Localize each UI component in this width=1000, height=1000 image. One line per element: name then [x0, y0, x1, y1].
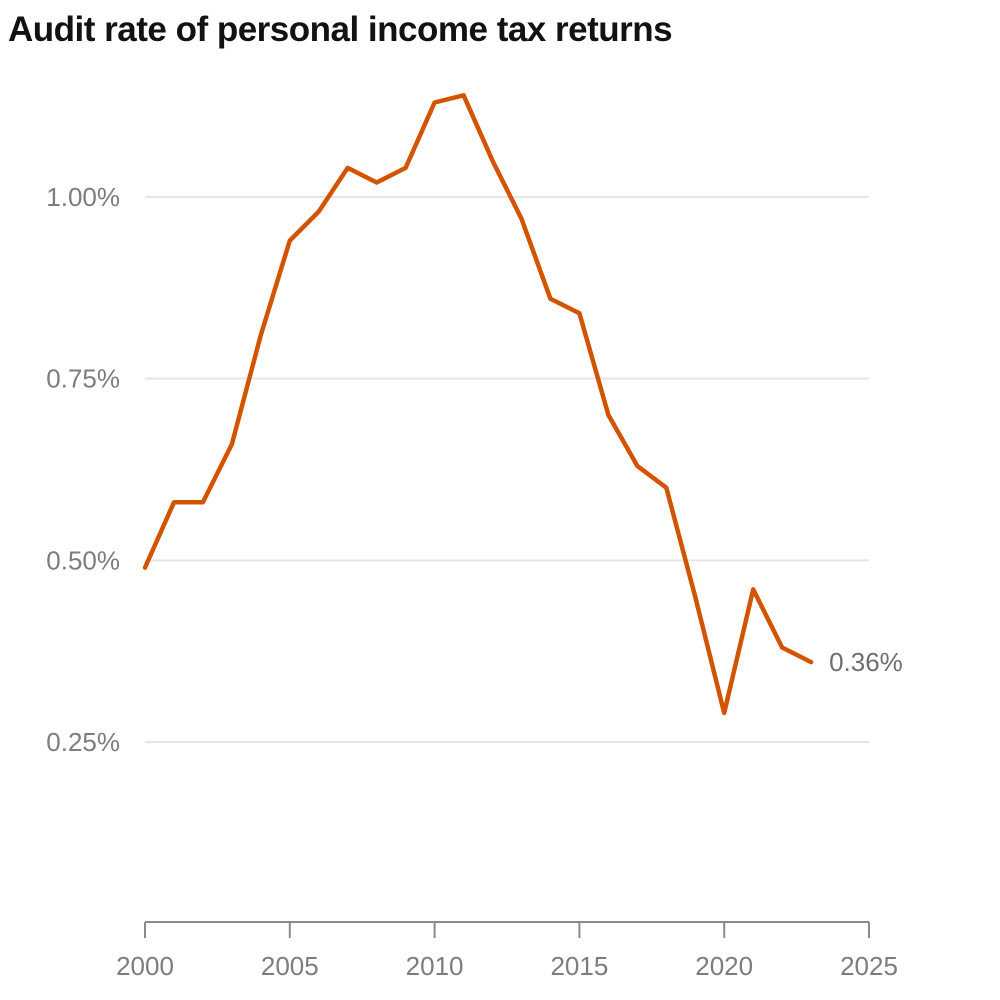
x-tick-label: 2000: [116, 951, 174, 981]
gridlines: [145, 196, 869, 743]
series-line: [142, 93, 814, 716]
y-tick-label: 1.00%: [46, 182, 120, 212]
x-axis: 2000 2005 2010 2015 2020 2025: [116, 921, 898, 981]
x-tick-label: 2020: [695, 951, 753, 981]
x-tick-label: 2015: [550, 951, 608, 981]
x-tick-label: 2025: [840, 951, 898, 981]
x-tick-label: 2010: [406, 951, 464, 981]
annotations: 0.36%: [829, 647, 903, 677]
y-tick-label: 0.75%: [46, 364, 120, 394]
y-axis-labels: 0.25% 0.50% 0.75% 1.00%: [46, 182, 120, 757]
x-tick-label: 2005: [261, 951, 319, 981]
series-layer: [142, 93, 814, 716]
y-tick-label: 0.25%: [46, 727, 120, 757]
end-value-label: 0.36%: [829, 647, 903, 677]
y-tick-label: 0.50%: [46, 545, 120, 575]
chart-title: Audit rate of personal income tax return…: [8, 10, 673, 49]
